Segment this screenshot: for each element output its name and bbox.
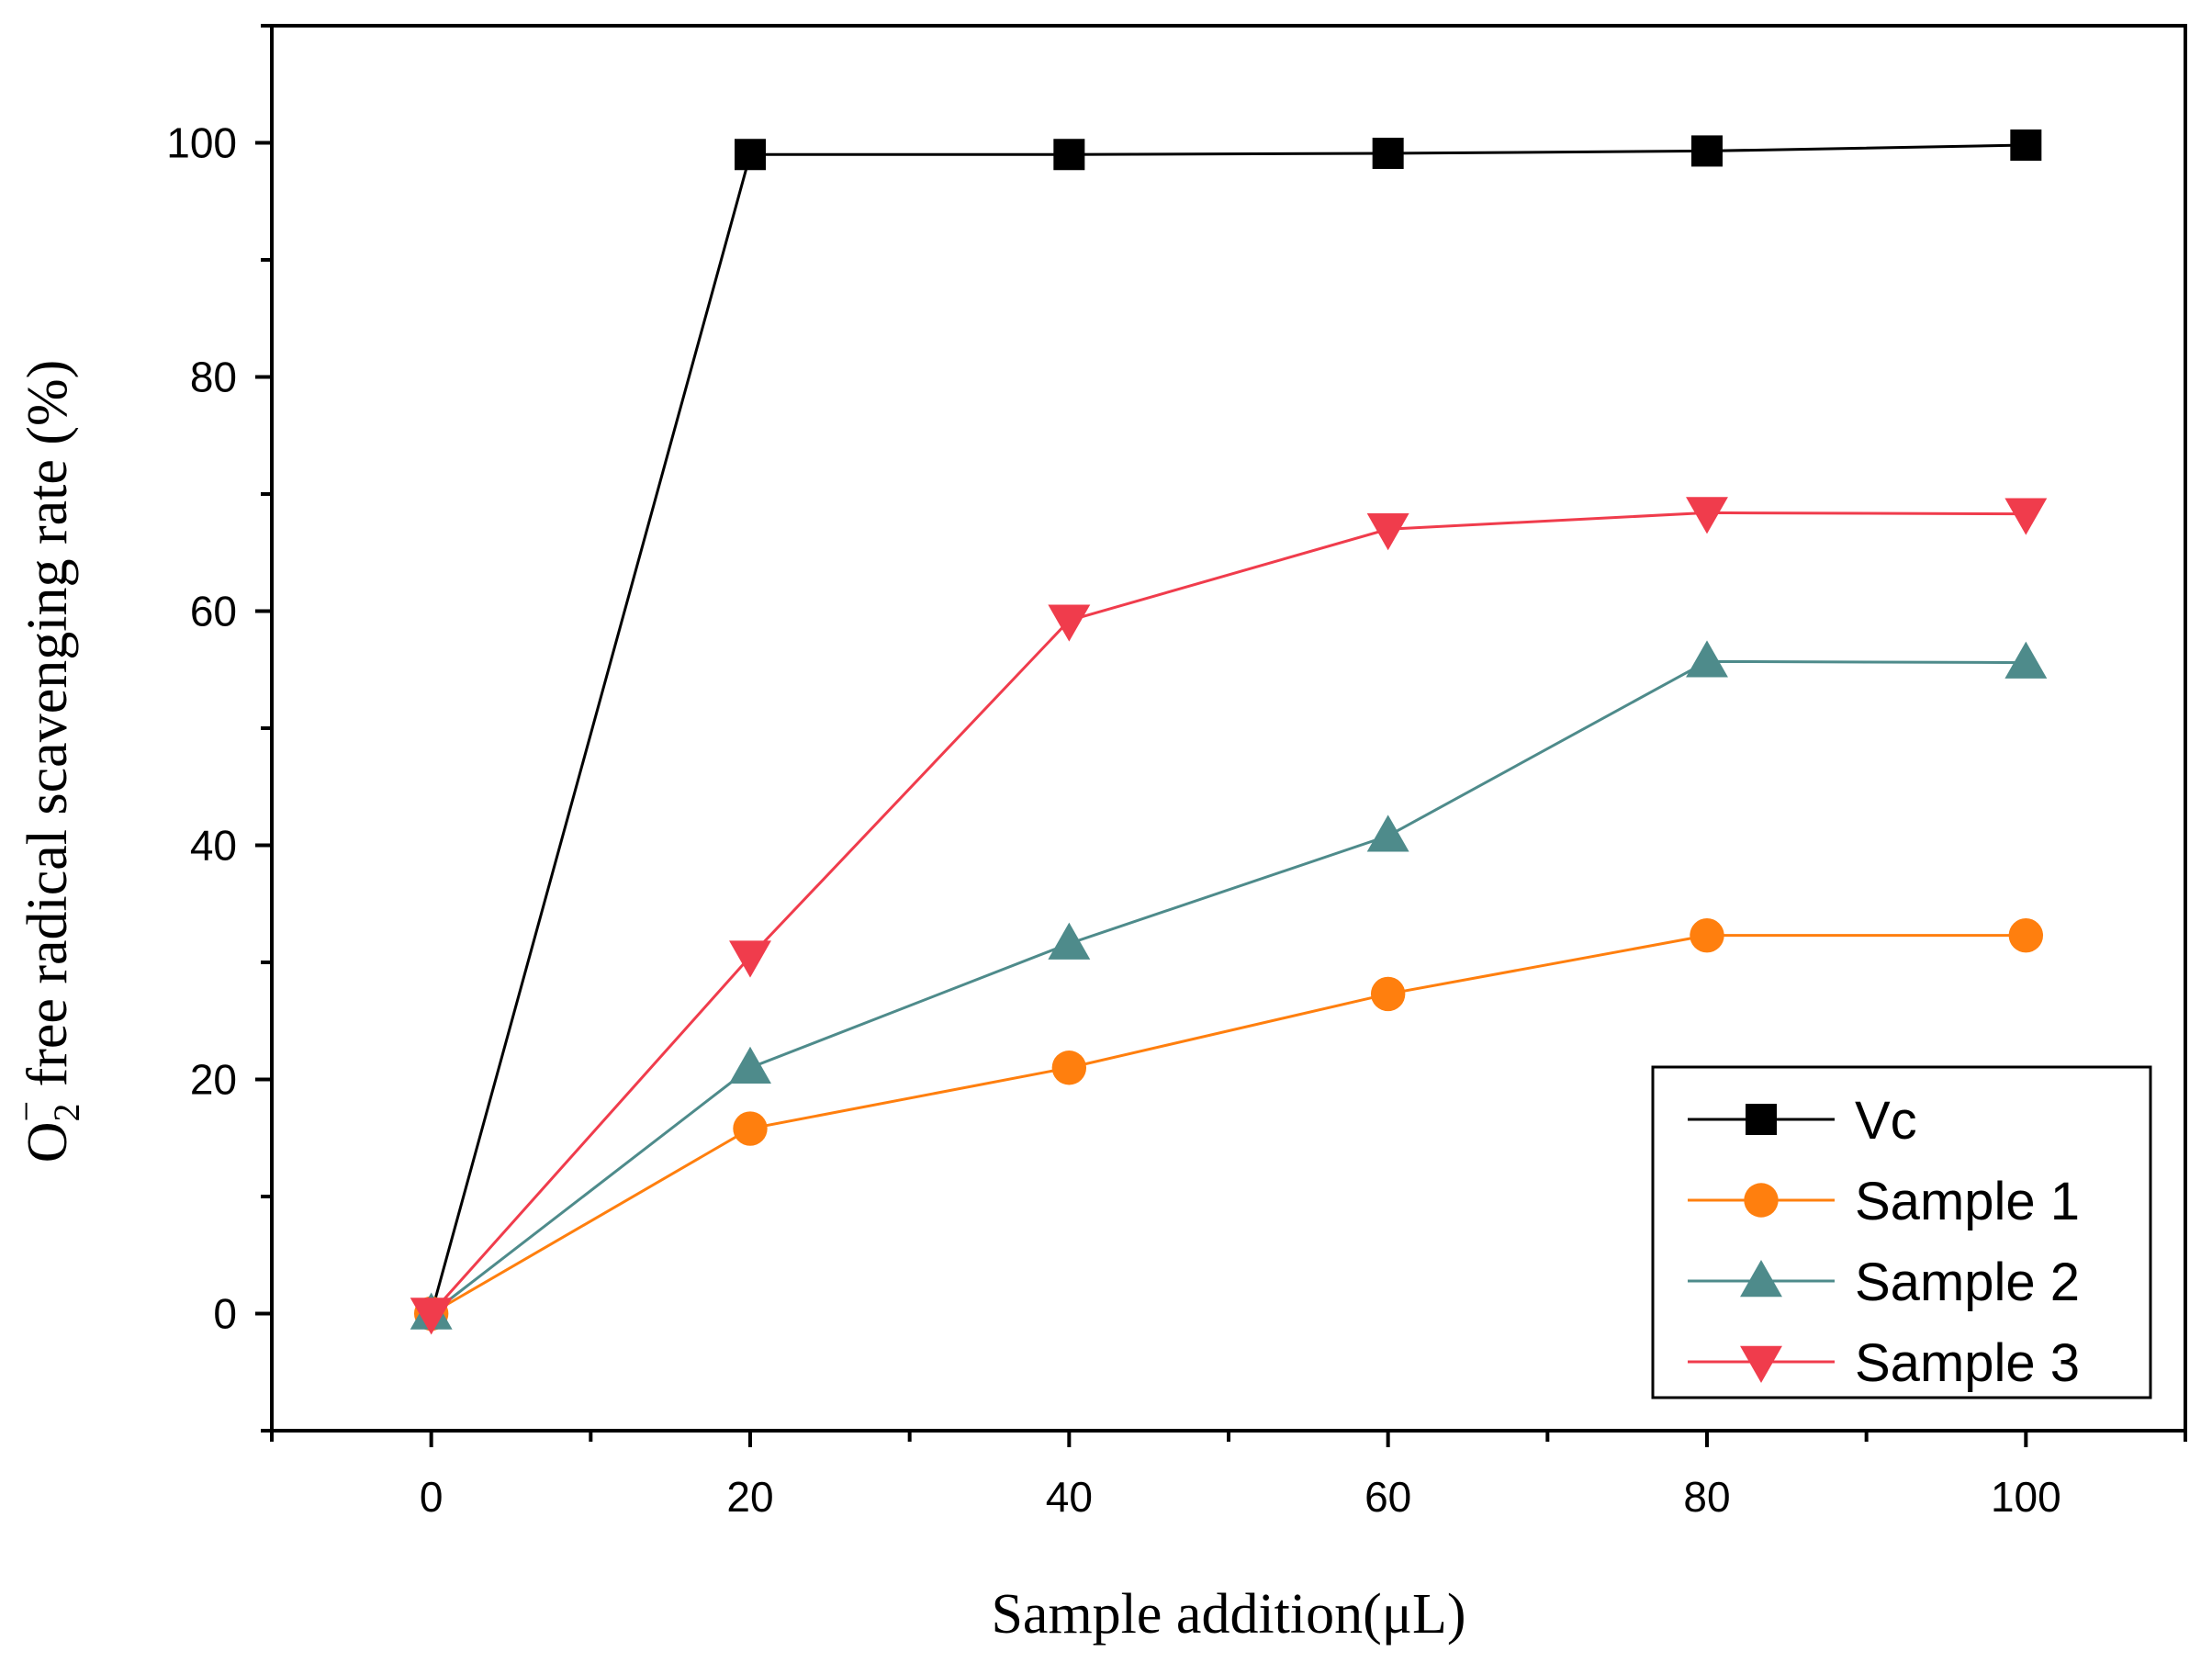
legend-marker <box>1740 1260 1782 1298</box>
legend: Vc Sample 1 Sample 2 Sample 3 <box>1651 1065 2152 1399</box>
legend-label: Sample 3 <box>1855 1333 2080 1393</box>
data-point <box>1048 604 1091 642</box>
series-layer <box>410 129 2048 1335</box>
axes: 0 20 40 60 80 100 0 20 40 60 80 100 <box>166 24 2187 1521</box>
data-point <box>2004 641 2048 679</box>
legend-box <box>1651 1065 2152 1399</box>
data-point <box>1366 513 1409 551</box>
y-tick-label: 0 <box>213 1290 237 1338</box>
data-point <box>2010 129 2042 162</box>
legend-item: Sample 3 <box>1688 1333 2080 1393</box>
series-sample-3 <box>410 497 2048 1335</box>
y-tick-label: 20 <box>190 1056 237 1104</box>
data-point <box>1690 917 1724 953</box>
y-axis-title-superscript: − <box>6 1101 47 1122</box>
data-point <box>1686 640 1728 678</box>
legend-marker <box>1746 1104 1777 1135</box>
data-point <box>2004 498 2048 535</box>
y-axis-title-subscript: 2 <box>46 1104 87 1122</box>
legend-item: Sample 2 <box>1688 1253 2080 1312</box>
y-tick-label: 40 <box>190 822 237 870</box>
y-tick-label: 100 <box>166 119 237 167</box>
data-point <box>1691 135 1723 167</box>
x-tick-label: 100 <box>1991 1473 2061 1521</box>
series-line <box>430 659 2027 1315</box>
data-point <box>1372 137 1404 169</box>
x-axis-title: Sample addition(μL) <box>991 1583 1465 1646</box>
y-axis-title-pre: O <box>17 1122 79 1163</box>
legend-item: Sample 1 <box>1688 1172 2080 1231</box>
y-tick-label: 60 <box>190 588 237 635</box>
legend-item: Vc <box>1688 1091 1917 1151</box>
series-line <box>430 934 2027 1315</box>
data-point <box>729 940 771 978</box>
data-point <box>1053 139 1085 171</box>
x-tick-label: 0 <box>420 1473 444 1521</box>
x-tick-label: 40 <box>1046 1473 1093 1521</box>
legend-marker <box>1744 1183 1779 1218</box>
y-axis-title-post: free radical scavenging rate (%) <box>17 360 79 1101</box>
data-point <box>1686 497 1728 534</box>
data-point <box>1048 922 1091 960</box>
data-point <box>1366 815 1409 852</box>
x-tick-label: 20 <box>726 1473 773 1521</box>
legend-label: Vc <box>1855 1091 1917 1151</box>
legend-label: Sample 1 <box>1855 1172 2080 1231</box>
y-tick-label: 80 <box>190 354 237 401</box>
data-point <box>2008 917 2044 953</box>
data-point <box>1370 976 1406 1012</box>
data-point <box>1051 1051 1087 1085</box>
series-line <box>430 143 2027 1314</box>
data-point <box>729 1046 771 1084</box>
x-tick-label: 80 <box>1683 1473 1730 1521</box>
series-line <box>430 511 2027 1315</box>
x-tick-label: 60 <box>1364 1473 1411 1521</box>
data-point <box>410 1298 453 1335</box>
y-axis-title: O2− free radical scavenging rate (%) <box>6 360 87 1163</box>
data-point <box>733 1111 768 1146</box>
legend-label: Sample 2 <box>1855 1253 2080 1312</box>
series-sample-2 <box>410 640 2048 1330</box>
legend-marker <box>1740 1345 1782 1383</box>
data-point <box>735 139 766 171</box>
